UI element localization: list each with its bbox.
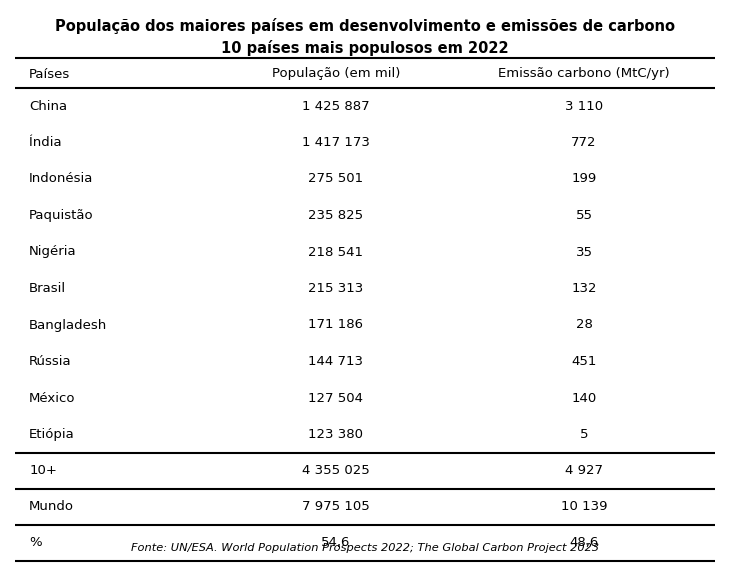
Text: 123 380: 123 380 bbox=[308, 428, 364, 441]
Text: 451: 451 bbox=[572, 355, 596, 368]
Text: Etiópia: Etiópia bbox=[29, 428, 75, 441]
Text: Países: Países bbox=[29, 67, 71, 81]
Text: 144 713: 144 713 bbox=[308, 355, 364, 368]
Text: 35: 35 bbox=[575, 246, 593, 259]
Text: 55: 55 bbox=[575, 209, 593, 222]
Text: Paquistão: Paquistão bbox=[29, 209, 94, 222]
Text: Bangladesh: Bangladesh bbox=[29, 319, 107, 332]
Text: 10 139: 10 139 bbox=[561, 500, 607, 513]
Text: 5: 5 bbox=[580, 428, 588, 441]
Text: 1 417 173: 1 417 173 bbox=[302, 136, 369, 149]
Text: 772: 772 bbox=[572, 136, 596, 149]
Text: 275 501: 275 501 bbox=[308, 172, 364, 185]
Text: 48,6: 48,6 bbox=[569, 536, 599, 549]
Text: Nigéria: Nigéria bbox=[29, 246, 77, 259]
Text: 10+: 10+ bbox=[29, 464, 57, 477]
Text: 127 504: 127 504 bbox=[308, 391, 364, 404]
Text: Índia: Índia bbox=[29, 136, 62, 149]
Text: %: % bbox=[29, 536, 42, 549]
Text: México: México bbox=[29, 391, 76, 404]
Text: Fonte: UN/ESA. World Population Prospects 2022; The Global Carbon Project 2023: Fonte: UN/ESA. World Population Prospect… bbox=[131, 543, 599, 553]
Text: Rússia: Rússia bbox=[29, 355, 72, 368]
Text: Brasil: Brasil bbox=[29, 282, 66, 295]
Text: 132: 132 bbox=[572, 282, 596, 295]
Text: 28: 28 bbox=[575, 319, 593, 332]
Text: 1 425 887: 1 425 887 bbox=[302, 99, 369, 112]
Text: 3 110: 3 110 bbox=[565, 99, 603, 112]
Text: 171 186: 171 186 bbox=[308, 319, 364, 332]
Text: 218 541: 218 541 bbox=[308, 246, 364, 259]
Text: 4 927: 4 927 bbox=[565, 464, 603, 477]
Text: 54,6: 54,6 bbox=[321, 536, 350, 549]
Text: 215 313: 215 313 bbox=[308, 282, 364, 295]
Text: 10 países mais populosos em 2022: 10 países mais populosos em 2022 bbox=[221, 40, 509, 56]
Text: Mundo: Mundo bbox=[29, 500, 74, 513]
Text: População (em mil): População (em mil) bbox=[272, 67, 400, 81]
Text: China: China bbox=[29, 99, 67, 112]
Text: População dos maiores países em desenvolvimento e emissões de carbono: População dos maiores países em desenvol… bbox=[55, 18, 675, 34]
Text: 7 975 105: 7 975 105 bbox=[302, 500, 369, 513]
Text: 140: 140 bbox=[572, 391, 596, 404]
Text: Emissão carbono (MtC/yr): Emissão carbono (MtC/yr) bbox=[498, 67, 670, 81]
Text: 199: 199 bbox=[572, 172, 596, 185]
Text: 235 825: 235 825 bbox=[308, 209, 364, 222]
Text: Indonésia: Indonésia bbox=[29, 172, 93, 185]
Text: 4 355 025: 4 355 025 bbox=[302, 464, 369, 477]
